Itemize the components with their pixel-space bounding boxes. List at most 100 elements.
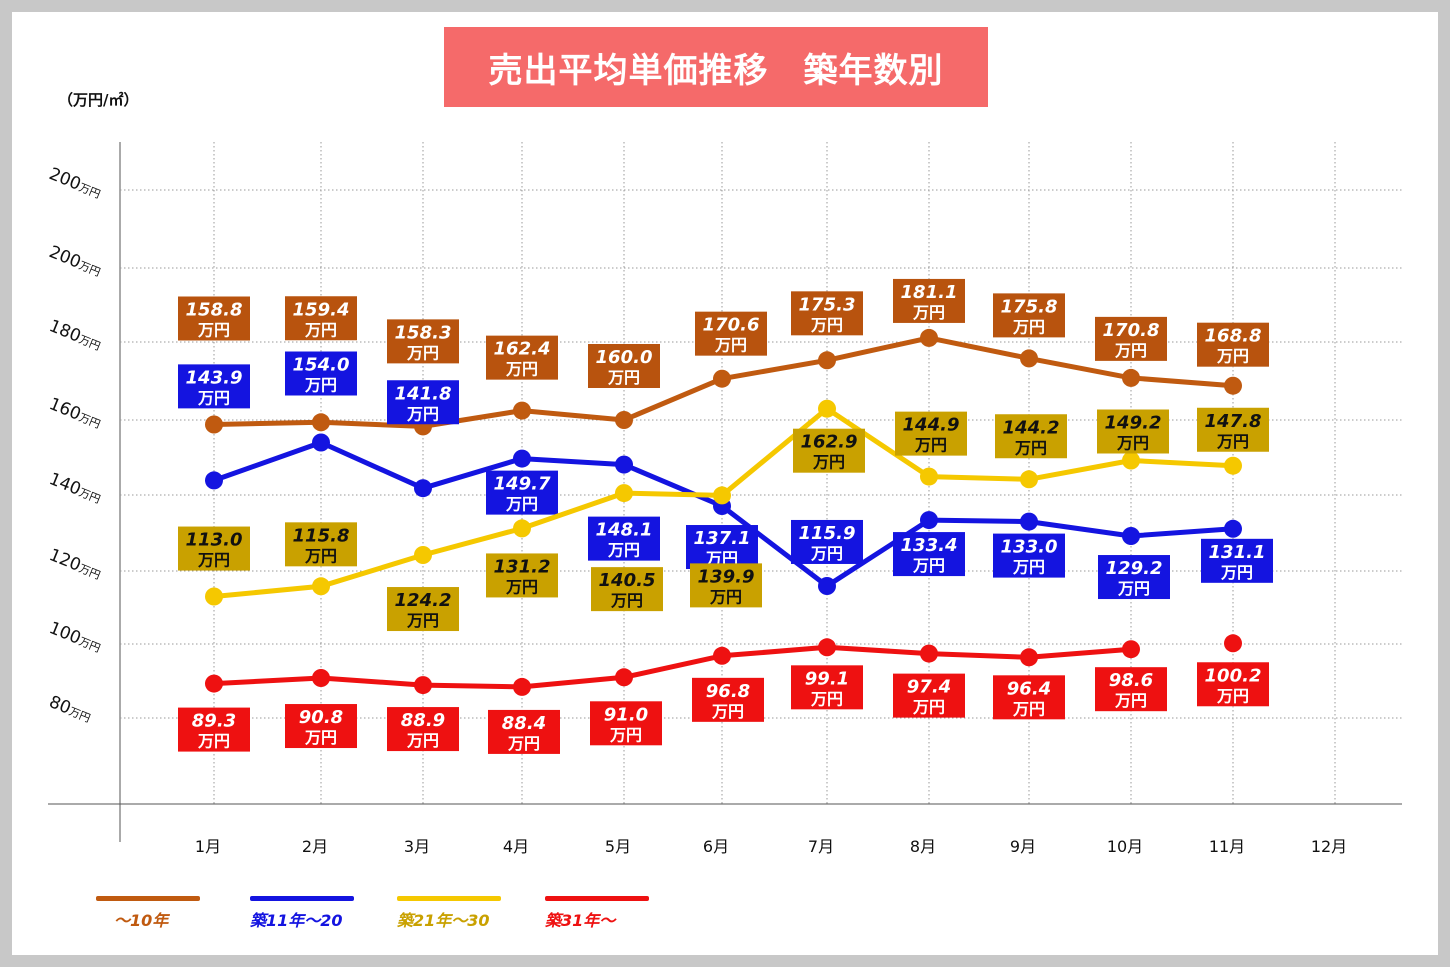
y-tick-value-6: 120万円 xyxy=(46,545,104,584)
series-4-data-label-1: 89.3 xyxy=(192,711,236,732)
series-1-data-label-9: 175.8 xyxy=(1001,296,1058,317)
y-tick-value-7: 100万円 xyxy=(46,618,104,657)
series-3-data-unit-10: 万円 xyxy=(1116,434,1149,453)
series-1-data-label-1: 158.8 xyxy=(186,300,243,321)
series-4-point-3 xyxy=(414,676,432,695)
series-4-data-label-8: 97.4 xyxy=(907,677,951,698)
x-tick-label-6: 6月 xyxy=(703,837,729,856)
series-3-data-label-4: 131.2 xyxy=(494,556,551,577)
series-1-data-unit-3: 万円 xyxy=(406,343,439,362)
y-tick-label-3: 180万円 xyxy=(46,316,104,355)
series-4-label-bg-6 xyxy=(692,677,764,722)
series-3-label-bg-9 xyxy=(995,414,1067,459)
series-2-data-unit-5: 万円 xyxy=(607,541,640,560)
series-1-label-bg-9 xyxy=(993,293,1065,338)
series-4-label-bg-1 xyxy=(178,707,250,752)
series-3-point-11 xyxy=(1224,456,1242,475)
series-4-data-label-10: 98.6 xyxy=(1109,670,1153,691)
series-3-label-bg-1 xyxy=(178,526,250,571)
series-2-data-unit-9: 万円 xyxy=(1012,558,1045,577)
series-1-data-label-8: 181.1 xyxy=(901,282,958,303)
series-3-data-label-8: 144.9 xyxy=(903,415,960,436)
series-1-data-label-7: 175.3 xyxy=(799,294,856,315)
series-2-data-label-7: 115.9 xyxy=(799,523,856,544)
series-2-data-label-2: 154.0 xyxy=(293,355,350,376)
series-1-label-bg-10 xyxy=(1095,316,1167,361)
series-2-point-11 xyxy=(1224,519,1242,538)
series-4-data-unit-1: 万円 xyxy=(197,732,230,751)
series-1-data-unit-5: 万円 xyxy=(607,368,640,387)
y-tick-value-5: 140万円 xyxy=(46,469,104,508)
series-1-data-unit-10: 万円 xyxy=(1114,341,1147,360)
series-1-data-unit-7: 万円 xyxy=(810,315,843,334)
series-2-label-bg-5 xyxy=(588,516,660,561)
series-2-data-label-5: 148.1 xyxy=(596,520,653,541)
series-2-point-2 xyxy=(312,433,330,452)
series-1-point-1 xyxy=(205,415,223,434)
series-2-label-bg-1 xyxy=(178,364,250,409)
y-tick-unit: 万円 xyxy=(67,705,92,725)
y-axis-unit-label: （万円/㎡） xyxy=(58,91,139,109)
series-2-data-unit-7: 万円 xyxy=(810,544,843,563)
x-tick-label-11: 11月 xyxy=(1209,837,1245,856)
series-1-label-bg-7 xyxy=(791,291,863,336)
series-4-point-8 xyxy=(920,644,938,663)
series-2-data-label-10: 129.2 xyxy=(1106,558,1163,579)
series-4-data-unit-11: 万円 xyxy=(1216,686,1249,705)
y-tick-label-5: 140万円 xyxy=(46,469,104,508)
x-tick-label-8: 8月 xyxy=(910,837,936,856)
series-3-data-unit-2: 万円 xyxy=(304,546,337,565)
y-tick-label-2: 200万円 xyxy=(46,242,104,281)
series-4-label-bg-9 xyxy=(993,675,1065,720)
y-tick-unit: 万円 xyxy=(77,181,102,201)
series-2-data-label-8: 133.4 xyxy=(901,535,958,556)
series-line-4 xyxy=(213,644,1132,690)
x-tick-label-5: 5月 xyxy=(605,837,631,856)
legend-label-3: 築21年～30 xyxy=(397,911,490,930)
series-1-data-unit-2: 万円 xyxy=(304,320,337,339)
legend-label-1: ～10年 xyxy=(114,911,169,930)
series-2-label-bg-2 xyxy=(285,351,357,396)
series-4-point-10 xyxy=(1122,640,1140,659)
y-tick-unit: 万円 xyxy=(77,562,102,582)
series-4-point-6 xyxy=(713,646,731,665)
x-tick-label-3: 3月 xyxy=(404,837,430,856)
series-3-data-unit-1: 万円 xyxy=(197,551,230,570)
series-3-point-9 xyxy=(1020,470,1038,489)
series-3-data-unit-9: 万円 xyxy=(1014,438,1047,457)
series-4-data-unit-10: 万円 xyxy=(1114,691,1147,710)
series-4-data-label-5: 91.0 xyxy=(604,704,648,725)
series-3-label-bg-3 xyxy=(387,587,459,632)
series-3-data-unit-4: 万円 xyxy=(505,577,538,596)
series-3-data-unit-11: 万円 xyxy=(1216,432,1249,451)
series-3-point-1 xyxy=(205,587,223,606)
series-3-data-label-3: 124.2 xyxy=(395,590,452,611)
series-4-data-unit-3: 万円 xyxy=(406,731,439,750)
series-2-point-5 xyxy=(615,455,633,474)
y-tick-label-6: 120万円 xyxy=(46,545,104,584)
series-2-point-9 xyxy=(1020,512,1038,531)
series-3-point-3 xyxy=(414,546,432,564)
series-1-point-4 xyxy=(513,401,531,420)
y-tick-unit: 万円 xyxy=(77,333,102,353)
series-2-data-unit-1: 万円 xyxy=(197,388,230,407)
series-2-data-label-6: 137.1 xyxy=(694,528,751,549)
y-tick-label-8: 80万円 xyxy=(46,692,94,727)
series-3-data-unit-8: 万円 xyxy=(914,436,947,455)
series-4-data-label-11: 100.2 xyxy=(1205,665,1262,686)
series-3-point-4 xyxy=(513,519,531,538)
series-2-label-bg-6 xyxy=(686,525,758,570)
y-tick-unit: 万円 xyxy=(77,635,102,655)
series-4-point-11 xyxy=(1224,634,1242,653)
series-1-point-6 xyxy=(713,369,731,388)
series-1-data-unit-9: 万円 xyxy=(1012,317,1045,336)
x-tick-label-7: 7月 xyxy=(808,837,834,856)
series-3-label-bg-6 xyxy=(690,563,762,608)
series-3-point-8 xyxy=(920,467,938,486)
chart-title: 売出平均単価推移 築年数別 xyxy=(488,50,944,91)
chart-frame xyxy=(12,12,1438,955)
series-4-point-1 xyxy=(205,674,223,693)
legend-swatch-2 xyxy=(250,896,354,901)
series-1-data-label-5: 160.0 xyxy=(596,347,653,368)
series-1-label-bg-1 xyxy=(178,296,250,341)
